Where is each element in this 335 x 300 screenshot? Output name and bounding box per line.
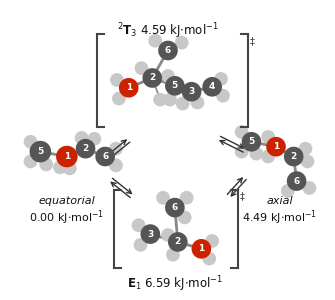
Circle shape [75, 131, 88, 145]
Circle shape [261, 150, 275, 164]
Text: 0.00 kJ$\cdot$mol$^{-1}$: 0.00 kJ$\cdot$mol$^{-1}$ [29, 208, 105, 227]
Circle shape [132, 218, 145, 232]
Circle shape [29, 141, 51, 162]
Circle shape [281, 184, 295, 198]
Text: 6: 6 [293, 177, 300, 186]
Text: 5: 5 [172, 81, 178, 90]
Circle shape [178, 211, 192, 224]
Circle shape [63, 161, 77, 175]
Text: 2: 2 [290, 152, 297, 161]
Circle shape [148, 34, 162, 47]
Text: 1: 1 [198, 244, 204, 253]
Text: 1: 1 [273, 142, 279, 151]
Circle shape [287, 171, 307, 191]
Text: $^{2}\mathbf{T}_{3}$ 4.59 kJ$\cdot$mol$^{-1}$: $^{2}\mathbf{T}_{3}$ 4.59 kJ$\cdot$mol$^… [117, 21, 219, 40]
Circle shape [266, 137, 286, 157]
Circle shape [134, 238, 147, 252]
Circle shape [166, 248, 180, 262]
Circle shape [40, 158, 53, 171]
Circle shape [202, 252, 216, 266]
Circle shape [191, 96, 204, 110]
Text: 6: 6 [172, 203, 178, 212]
Circle shape [53, 160, 67, 174]
Text: 2: 2 [149, 74, 155, 82]
Circle shape [24, 135, 38, 149]
Circle shape [300, 154, 314, 168]
Circle shape [298, 142, 312, 155]
Text: 5: 5 [248, 137, 255, 146]
Text: 1: 1 [64, 152, 70, 161]
Text: $\mathbf{E}_{1}$ 6.59 kJ$\cdot$mol$^{-1}$: $\mathbf{E}_{1}$ 6.59 kJ$\cdot$mol$^{-1}… [127, 274, 223, 294]
Text: 6: 6 [165, 46, 171, 55]
Text: 3: 3 [188, 87, 195, 96]
Circle shape [202, 77, 222, 97]
Circle shape [153, 93, 167, 106]
Text: 4: 4 [209, 82, 215, 91]
Circle shape [235, 125, 249, 139]
Circle shape [135, 61, 148, 75]
Text: 4.49 kJ$\cdot$mol$^{-1}$: 4.49 kJ$\cdot$mol$^{-1}$ [242, 208, 318, 227]
Circle shape [156, 191, 170, 205]
Text: $^{\ddagger}$: $^{\ddagger}$ [239, 192, 246, 206]
Circle shape [175, 36, 189, 50]
Text: $^{\ddagger}$: $^{\ddagger}$ [249, 37, 255, 51]
Circle shape [235, 145, 249, 158]
Circle shape [165, 198, 185, 218]
Text: 5: 5 [37, 147, 44, 156]
Circle shape [168, 232, 188, 252]
Circle shape [110, 73, 124, 87]
Circle shape [112, 92, 126, 106]
Circle shape [109, 158, 123, 172]
Circle shape [24, 154, 38, 168]
Circle shape [250, 147, 263, 160]
Text: 2: 2 [175, 237, 181, 246]
Circle shape [161, 228, 175, 242]
Circle shape [76, 139, 95, 158]
Text: 1: 1 [126, 83, 132, 92]
Circle shape [140, 224, 160, 244]
Circle shape [95, 147, 115, 166]
Text: 2: 2 [82, 144, 89, 153]
Circle shape [180, 191, 194, 205]
Circle shape [261, 130, 275, 144]
Circle shape [165, 76, 185, 96]
Circle shape [205, 234, 219, 248]
Text: equatorial: equatorial [39, 196, 95, 206]
Circle shape [176, 97, 190, 110]
Text: 6: 6 [102, 152, 108, 161]
Circle shape [216, 89, 230, 103]
Circle shape [109, 142, 123, 155]
Circle shape [284, 147, 304, 166]
Circle shape [303, 181, 316, 195]
Circle shape [163, 93, 177, 106]
Circle shape [214, 72, 228, 86]
Circle shape [119, 78, 139, 98]
Text: 3: 3 [147, 230, 153, 238]
Circle shape [192, 239, 211, 259]
Circle shape [158, 41, 178, 60]
Circle shape [87, 132, 101, 146]
Circle shape [56, 146, 78, 167]
Circle shape [161, 69, 175, 83]
Circle shape [182, 82, 201, 101]
Text: axial: axial [267, 196, 293, 206]
Circle shape [242, 132, 261, 152]
Circle shape [142, 68, 162, 88]
